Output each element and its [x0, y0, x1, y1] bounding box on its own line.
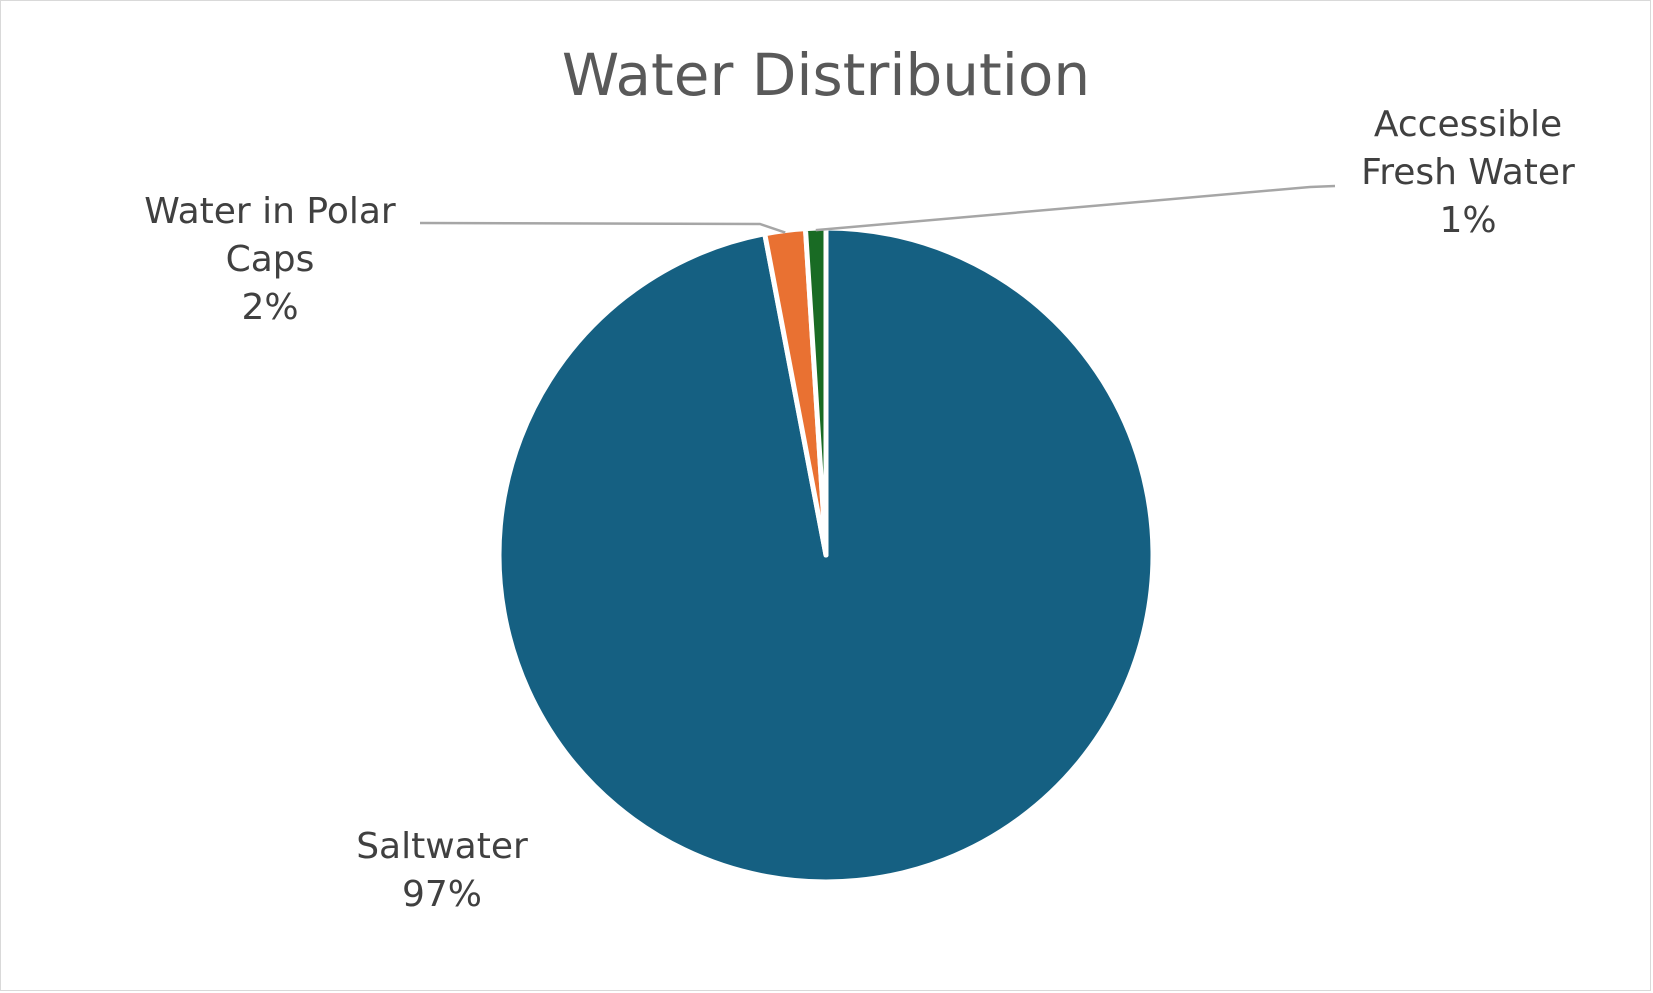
slices: [496, 225, 1156, 885]
data-label-accessible-fresh-water: Accessible Fresh Water 1%: [1361, 104, 1575, 241]
data-label-water-in-polar-caps: Water in Polar Caps 2%: [144, 191, 396, 328]
leader-lines: [419, 184, 1336, 234]
data-labels: Saltwater 97% Water in Polar Caps 2% Accessib…: [144, 104, 1575, 915]
leader-line-accessible-fresh-water: [815, 184, 1336, 232]
leader-line-water-in-polar-caps: [419, 221, 786, 234]
chart-title: Water Distribution: [562, 41, 1090, 109]
pie-slice-accessible-fresh-water: [802, 225, 829, 558]
data-label-saltwater: Saltwater 97%: [356, 826, 528, 915]
